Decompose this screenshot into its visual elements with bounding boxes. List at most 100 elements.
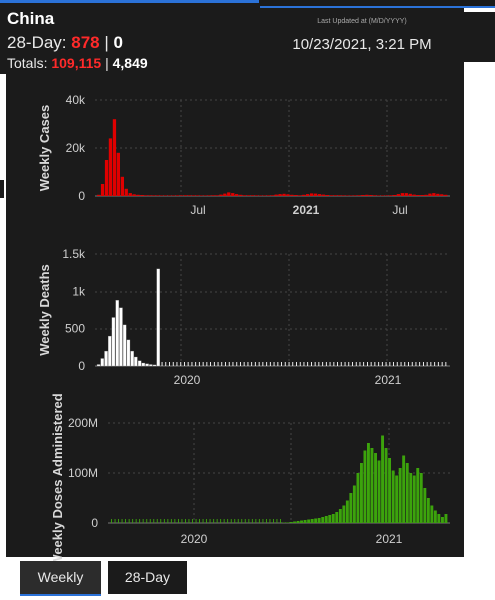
data-bar xyxy=(195,195,199,196)
data-bar xyxy=(153,519,155,523)
data-bar xyxy=(381,362,383,366)
data-bar xyxy=(188,519,190,523)
data-bar xyxy=(206,362,208,366)
data-bar xyxy=(370,448,374,523)
y-tick-label: 100M xyxy=(68,466,98,480)
data-bar xyxy=(286,194,290,196)
data-bar xyxy=(440,194,444,196)
data-bar xyxy=(359,362,361,366)
data-bar xyxy=(180,362,182,366)
data-bar xyxy=(266,195,270,196)
data-bar xyxy=(378,362,380,366)
data-bar xyxy=(430,362,432,366)
data-bar xyxy=(294,195,298,196)
data-bar xyxy=(374,362,376,366)
data-bar xyxy=(348,362,350,366)
data-bar xyxy=(111,317,116,367)
data-bar xyxy=(185,519,186,523)
data-bar xyxy=(225,362,226,366)
data-bar xyxy=(228,362,230,366)
data-bar xyxy=(302,194,306,196)
x-tick-label: 2021 xyxy=(375,373,402,387)
data-bar xyxy=(231,193,235,196)
data-bar xyxy=(404,193,408,196)
data-bar xyxy=(135,519,137,523)
data-bar xyxy=(341,195,345,196)
data-bar xyxy=(333,195,337,196)
data-bar xyxy=(373,195,377,196)
data-bar xyxy=(230,519,232,523)
data-bar xyxy=(381,435,384,523)
data-bar xyxy=(206,519,207,523)
data-bar xyxy=(318,362,320,366)
data-bar xyxy=(240,362,241,366)
x-tick-label: 2021 xyxy=(293,203,320,217)
data-bar xyxy=(363,362,365,366)
data-bar xyxy=(290,194,294,196)
data-bar xyxy=(244,519,246,523)
data-bar xyxy=(187,195,191,196)
data-bar xyxy=(328,515,332,523)
data-bar xyxy=(288,362,290,366)
day28-deaths: 0 xyxy=(113,33,123,52)
data-bar xyxy=(436,193,440,196)
data-bar xyxy=(152,364,157,367)
country-summary: China 28-Day: 878 | 0 Totals: 109,115 | … xyxy=(0,0,259,74)
data-bar xyxy=(234,519,236,523)
data-bar xyxy=(310,193,314,196)
data-bar xyxy=(213,519,215,523)
data-bar xyxy=(118,519,119,523)
data-bar xyxy=(298,195,302,196)
data-bar xyxy=(126,339,131,367)
chart-1: 1.5k 1k 500 0 2020 2021 Weekly Deaths xyxy=(37,247,450,387)
day28-cases: 878 xyxy=(71,33,100,52)
data-bar xyxy=(241,519,243,523)
data-bar xyxy=(122,324,127,367)
data-bar xyxy=(420,195,424,196)
data-bar xyxy=(388,195,393,196)
tab-weekly[interactable]: Weekly xyxy=(20,561,101,596)
y-axis-label: Weekly Doses Administered xyxy=(50,393,65,566)
data-bar xyxy=(314,518,318,523)
chart-0: 40k 20k 0 Jul 2021 Jul Weekly Cases xyxy=(37,93,450,217)
data-bar xyxy=(432,193,436,196)
data-bar xyxy=(258,362,260,366)
data-bar xyxy=(322,362,324,366)
data-bar xyxy=(167,519,169,523)
data-bar xyxy=(352,362,353,366)
data-bar xyxy=(423,362,424,366)
y-tick-label: 1.5k xyxy=(62,247,86,261)
y-tick-label: 20k xyxy=(66,141,86,155)
day28-row: 28-Day: 878 | 0 xyxy=(7,33,123,53)
data-bar xyxy=(278,194,282,196)
last-updated-time: 10/23/2021, 3:21 PM xyxy=(292,36,432,53)
data-bar xyxy=(398,468,402,523)
data-bar xyxy=(365,194,369,196)
tab-28-day[interactable]: 28-Day xyxy=(108,561,187,594)
total-cases: 109,115 xyxy=(51,55,102,71)
data-bar xyxy=(203,195,207,196)
data-bar xyxy=(408,193,412,196)
data-bar xyxy=(165,362,167,366)
data-bar xyxy=(258,195,262,196)
data-bar xyxy=(300,520,303,523)
data-bar xyxy=(254,195,259,196)
day28-label: 28-Day: xyxy=(7,33,67,52)
y-axis-label: Weekly Deaths xyxy=(37,264,52,356)
data-bar xyxy=(352,485,356,523)
data-bar xyxy=(321,194,326,196)
data-bar xyxy=(246,195,251,196)
data-bar xyxy=(416,195,420,196)
data-bar xyxy=(342,505,346,523)
x-tick-label: 2021 xyxy=(376,532,403,546)
data-bar xyxy=(184,362,185,366)
data-bar xyxy=(160,195,164,196)
data-bar xyxy=(331,514,335,523)
data-bar xyxy=(104,160,109,196)
data-bar xyxy=(424,194,428,196)
data-bar xyxy=(325,195,329,196)
data-bar xyxy=(149,519,151,523)
data-bar xyxy=(223,519,225,523)
data-bar xyxy=(282,522,286,523)
data-bar xyxy=(254,362,256,366)
